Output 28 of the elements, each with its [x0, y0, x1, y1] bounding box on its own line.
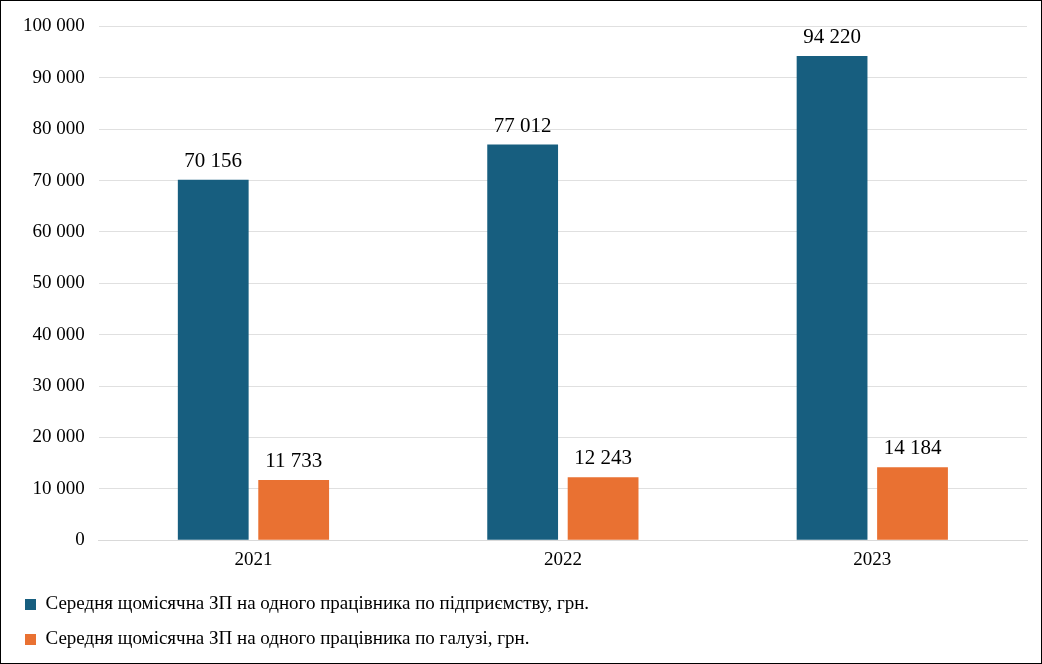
bar	[487, 144, 559, 540]
legend-label: Середня щомісячна ЗП на одного працівника по галузі, грн.	[45, 627, 530, 649]
y-tick-label: 50 000	[32, 271, 85, 293]
bar	[796, 56, 868, 540]
y-tick-label: 10 000	[32, 476, 85, 498]
bar	[877, 467, 948, 540]
y-tick-label: 60 000	[32, 219, 85, 241]
y-tick-label: 0	[75, 528, 85, 550]
y-tick-label: 70 000	[32, 168, 85, 190]
y-tick-label: 20 000	[32, 425, 85, 447]
legend-label: Середня щомісячна ЗП на одного працівника по підприємству, грн.	[45, 592, 590, 614]
data-label: 94 220	[803, 24, 861, 49]
data-label: 77 012	[493, 112, 552, 137]
y-tick-label: 100 000	[23, 14, 85, 36]
y-tick-label: 30 000	[32, 374, 85, 396]
data-label: 12 243	[574, 445, 632, 470]
bar	[258, 479, 330, 540]
data-label: 70 156	[184, 147, 243, 172]
y-tick-label: 90 000	[32, 65, 85, 87]
x-tick-label: 2022	[543, 547, 582, 569]
y-tick-label: 80 000	[32, 117, 85, 139]
bar	[567, 477, 639, 540]
data-label: 11 733	[265, 447, 323, 472]
data-label: 14 184	[883, 435, 942, 460]
bar	[177, 179, 249, 540]
x-tick-label: 2021	[234, 547, 273, 569]
x-tick-label: 2023	[853, 547, 892, 569]
y-tick-label: 40 000	[32, 322, 85, 344]
